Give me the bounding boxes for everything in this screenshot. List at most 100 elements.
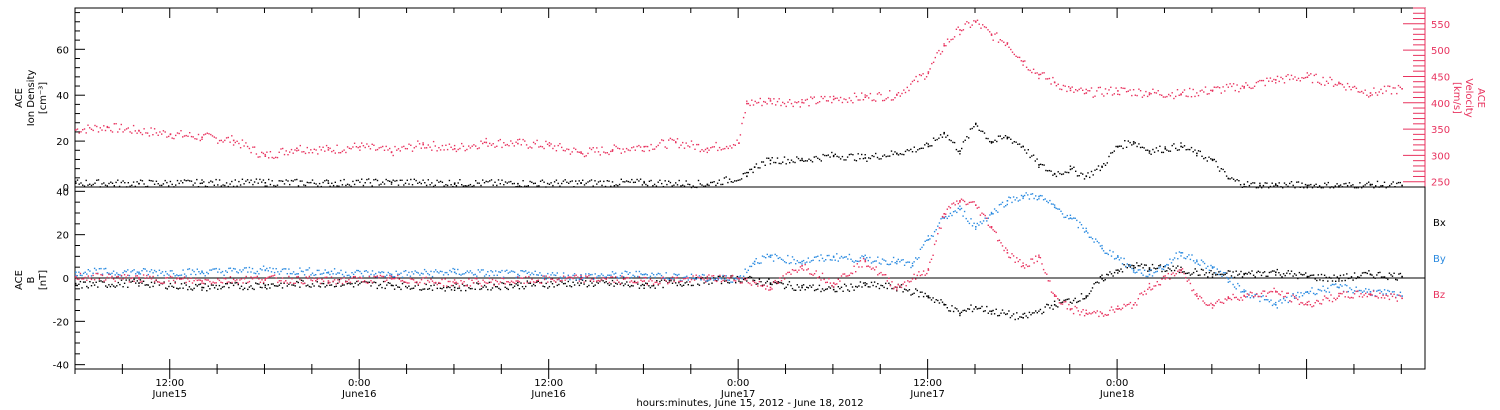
data-point (1365, 271, 1367, 274)
data-point (1297, 291, 1299, 294)
data-point (826, 281, 828, 283)
data-point (1297, 298, 1299, 301)
data-point (660, 277, 663, 279)
data-point (998, 239, 1001, 241)
data-point (758, 280, 761, 283)
data-point (1338, 278, 1340, 280)
data-point (155, 132, 158, 134)
data-point (1369, 291, 1372, 293)
data-point (1036, 199, 1038, 201)
data-point (811, 97, 814, 100)
data-point (242, 269, 244, 271)
data-point (321, 278, 323, 281)
data-point (787, 283, 789, 286)
data-point (1257, 295, 1259, 298)
data-point (1205, 272, 1207, 274)
data-point (1362, 92, 1365, 94)
data-point (354, 275, 356, 278)
data-point (1376, 290, 1378, 292)
data-point (1071, 218, 1073, 220)
data-point (217, 288, 219, 290)
data-point (1097, 86, 1100, 89)
data-point (1129, 89, 1131, 91)
data-point (158, 269, 161, 271)
data-point (562, 283, 565, 285)
data-point (131, 277, 134, 279)
data-point (722, 148, 724, 150)
data-point (110, 181, 112, 183)
data-point (1232, 293, 1234, 296)
data-point (1295, 297, 1297, 299)
data-point (1259, 79, 1261, 82)
data-point (585, 275, 587, 277)
data-point (1082, 173, 1084, 175)
data-point (996, 140, 998, 143)
data-point (86, 279, 88, 281)
data-point (1230, 276, 1233, 279)
data-point (270, 275, 273, 277)
data-point (1336, 297, 1338, 299)
data-point (478, 182, 480, 184)
data-point (382, 181, 384, 183)
data-point (341, 282, 344, 285)
data-point (1399, 86, 1401, 88)
data-point (727, 279, 729, 281)
data-point (659, 179, 661, 181)
data-point (873, 269, 876, 271)
data-point (87, 287, 89, 289)
data-point (630, 276, 633, 279)
data-point (310, 286, 312, 288)
data-point (337, 279, 339, 281)
data-point (878, 158, 880, 160)
data-point (1120, 257, 1122, 259)
data-point (911, 262, 914, 265)
data-point (444, 278, 446, 280)
data-point (941, 301, 944, 303)
data-point (887, 155, 889, 157)
data-point (1039, 257, 1042, 259)
data-point (733, 279, 735, 282)
data-point (204, 283, 206, 285)
data-point (1004, 135, 1007, 137)
data-point (286, 285, 288, 287)
data-point (997, 211, 999, 213)
data-point (425, 283, 427, 286)
top-panel-frame (74, 7, 1426, 188)
data-point (423, 268, 426, 271)
data-point (502, 277, 505, 280)
data-point (490, 281, 492, 283)
data-point (706, 280, 708, 282)
data-point (596, 276, 598, 278)
data-point (1155, 92, 1158, 94)
data-point (752, 279, 754, 281)
data-point (679, 279, 682, 282)
data-point (795, 269, 797, 271)
data-point (1364, 89, 1366, 91)
data-point (480, 184, 482, 187)
data-point (329, 273, 331, 276)
data-point (425, 276, 427, 279)
data-point (1027, 265, 1029, 268)
data-point (1372, 290, 1375, 292)
data-point (124, 129, 126, 131)
data-point (400, 280, 402, 282)
data-point (818, 101, 821, 103)
data-point (405, 281, 407, 283)
data-point (401, 146, 403, 148)
data-point (1394, 87, 1396, 89)
data-point (911, 278, 914, 280)
data-point (520, 144, 522, 146)
data-point (804, 263, 806, 266)
data-point (1157, 90, 1159, 92)
data-point (990, 33, 993, 35)
data-point (439, 282, 442, 285)
data-point (539, 180, 542, 182)
data-point (450, 289, 453, 291)
data-point (199, 182, 201, 185)
data-point (217, 271, 219, 273)
data-point (782, 101, 784, 104)
data-point (1148, 282, 1151, 285)
data-point (157, 274, 159, 277)
data-point (360, 277, 363, 279)
data-point (1098, 242, 1100, 244)
